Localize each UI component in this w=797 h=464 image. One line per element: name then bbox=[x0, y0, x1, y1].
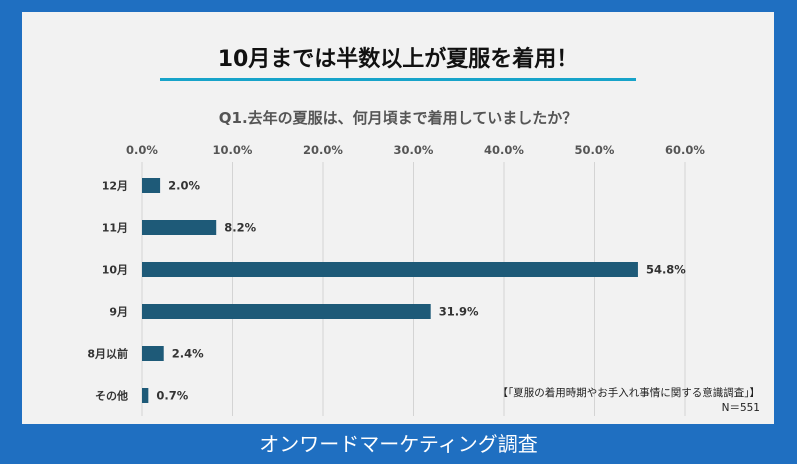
bar bbox=[142, 220, 217, 235]
sample-size: N＝551 bbox=[721, 402, 760, 414]
data-labels: 2.0% 8.2% 54.8% 31.9% 2.4% 0.7% bbox=[156, 179, 686, 403]
headline: 10月までは半数以上が夏服を着用！ bbox=[217, 47, 579, 72]
chart-title: Q1.去年の夏服は、何月頃まで着用していましたか？ bbox=[218, 109, 578, 127]
tick-labels: 0.0% 10.0% 20.0% 30.0% 40.0% 50.0% 60.0% bbox=[126, 143, 705, 157]
gridlines bbox=[141, 162, 686, 416]
category-label: 10月 bbox=[102, 264, 128, 277]
category-label: 12月 bbox=[102, 180, 128, 193]
chart-panel: 10月までは半数以上が夏服を着用！ Q1.去年の夏服は、何月頃まで着用していまし… bbox=[22, 12, 774, 424]
data-label: 54.8% bbox=[646, 263, 686, 277]
survey-name: 【「夏服の着用時期やお手入れ事情に関する意識調査」】 bbox=[497, 387, 761, 399]
category-label: 9月 bbox=[109, 306, 128, 319]
bars bbox=[142, 178, 638, 403]
headline-underline bbox=[160, 78, 636, 81]
data-label: 2.4% bbox=[172, 347, 204, 361]
tick-label: 0.0% bbox=[126, 143, 158, 157]
data-label: 31.9% bbox=[439, 305, 479, 319]
bar-chart: 0.0% 10.0% 20.0% 30.0% 40.0% 50.0% 60.0% 12月 11… bbox=[87, 143, 705, 416]
tick-label: 50.0% bbox=[575, 143, 615, 157]
tick-label: 30.0% bbox=[394, 143, 434, 157]
tick-label: 60.0% bbox=[665, 143, 705, 157]
bar bbox=[142, 346, 164, 361]
data-label: 8.2% bbox=[224, 221, 256, 235]
tick-label: 20.0% bbox=[303, 143, 343, 157]
bar bbox=[142, 388, 149, 403]
footer-credit: オンワードマーケティング調査 bbox=[259, 432, 538, 456]
tick-label: 10.0% bbox=[213, 143, 253, 157]
category-label: 8月以前 bbox=[87, 347, 128, 361]
category-label: その他 bbox=[95, 389, 128, 403]
bar bbox=[142, 262, 638, 277]
data-label: 0.7% bbox=[156, 389, 188, 403]
bar bbox=[142, 178, 161, 193]
data-label: 2.0% bbox=[168, 179, 200, 193]
bar bbox=[142, 304, 431, 319]
tick-label: 40.0% bbox=[484, 143, 524, 157]
source-note: 【「夏服の着用時期やお手入れ事情に関する意識調査」】 N＝551 bbox=[498, 386, 761, 416]
category-label: 11月 bbox=[102, 222, 128, 235]
